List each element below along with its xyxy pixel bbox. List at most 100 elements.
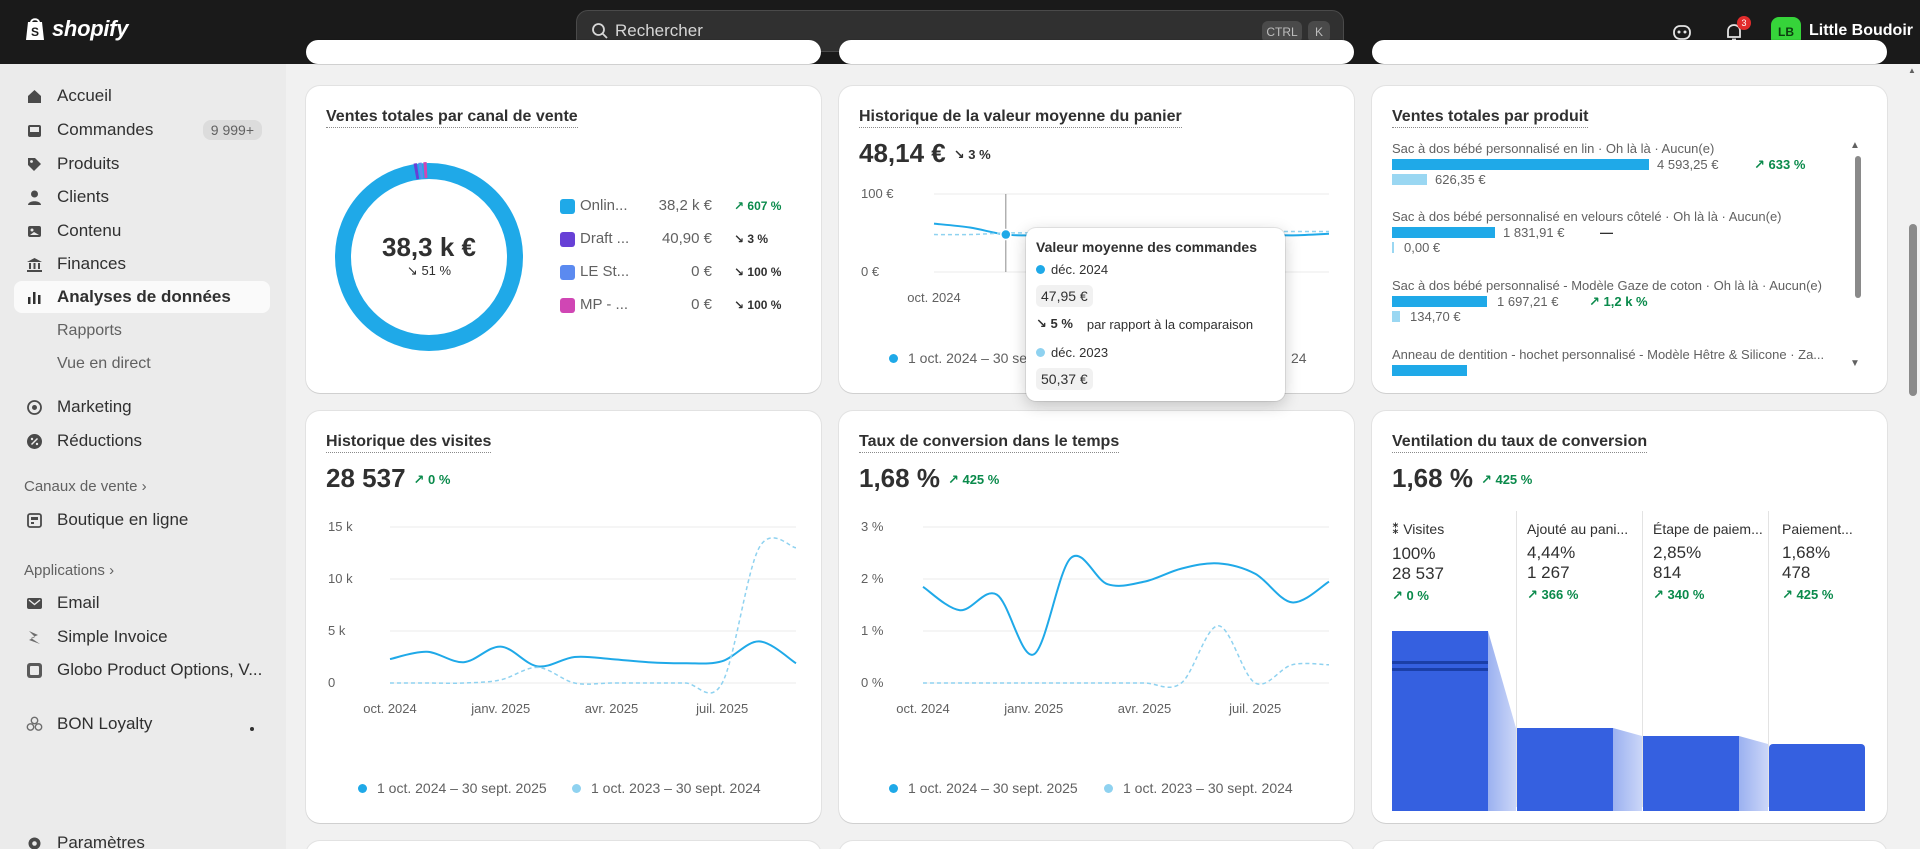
page-scrollbar-thumb[interactable] — [1909, 224, 1917, 396]
bell-icon[interactable] — [1720, 18, 1748, 46]
channel-row[interactable]: LE St... 0 € ↘ 100 % — [560, 263, 786, 283]
conversion-line-chart[interactable]: 3 % 2 % 1 % 0 % oct. 2024 janv. 2025 avr. 2025… — [839, 503, 1354, 763]
sidebar-item-email[interactable]: Email — [14, 587, 270, 619]
series-line-current — [922, 554, 1330, 656]
shopify-logo[interactable]: S shopify — [24, 16, 128, 42]
funnel-bar-checkout[interactable] — [1643, 736, 1739, 811]
card-title[interactable]: Ventilation du taux de conversion — [1392, 433, 1648, 453]
card-title[interactable]: Ventes totales par canal de vente — [326, 108, 578, 128]
sidebar-item-bon-loyalty[interactable]: BON Loyalty — [14, 708, 270, 740]
visits-step-icon: ⁑ — [1392, 521, 1400, 537]
x-tick-label: oct. 2024 — [896, 701, 950, 716]
funnel-bar-cart[interactable] — [1517, 728, 1613, 811]
list-item[interactable]: Anneau de dentition - hochet personnalis… — [1392, 347, 1840, 376]
product-list-scrollbar[interactable] — [1855, 156, 1861, 298]
funnel-step-cart[interactable]: Ajouté au pani... 4,44% 1 267 ↗ 366 % — [1527, 521, 1652, 603]
discount-icon — [27, 434, 42, 449]
legend-dot — [1104, 783, 1113, 793]
sidebar-item-home[interactable]: Accueil — [14, 80, 270, 112]
card-title[interactable]: Historique des visites — [326, 433, 492, 453]
legend-dot — [889, 783, 898, 793]
funnel-divider — [1768, 511, 1769, 807]
product-name: Sac à dos bébé personnalisé - Modèle Gaz… — [1392, 278, 1822, 293]
sidebar-item-analytics[interactable]: Analyses de données — [14, 281, 270, 313]
tooltip-previous-period: déc. 2023 — [1051, 345, 1109, 360]
scroll-up-arrow-icon[interactable]: ▲ — [1850, 140, 1860, 151]
shopify-bag-icon: S — [26, 18, 44, 40]
product-value-current: 4 593,25 € — [1657, 157, 1719, 172]
list-item[interactable]: Sac à dos bébé personnalisé en velours c… — [1392, 209, 1840, 255]
sidebar-item-settings[interactable]: Paramètres — [14, 827, 270, 849]
legend-dot — [572, 783, 581, 793]
y-tick-label: 0 — [328, 675, 335, 690]
sidebar-item-marketing[interactable]: Marketing — [14, 391, 270, 423]
series-line-previous — [923, 625, 1330, 688]
sidekick-icon[interactable] — [1668, 18, 1696, 46]
sidebar-subitem-reports[interactable]: Rapports — [57, 322, 122, 339]
funnel-step-percent: 100% — [1392, 544, 1436, 563]
home-icon — [28, 90, 41, 103]
card-stub — [839, 841, 1354, 849]
chevron-right-icon: › — [141, 478, 147, 495]
sidebar-item-online-store[interactable]: Boutique en ligne — [14, 504, 270, 536]
channel-delta: ↘ 100 % — [734, 265, 782, 279]
product-bar-previous — [1392, 242, 1394, 253]
kbd-ctrl: CTRL — [1262, 21, 1302, 43]
donut-slice-online[interactable] — [335, 163, 523, 351]
card-title[interactable]: Taux de conversion dans le temps — [859, 433, 1120, 453]
sidebar-item-orders[interactable]: Commandes 9 999+ — [14, 114, 270, 146]
scroll-down-arrow-icon[interactable]: ▼ — [1850, 358, 1860, 369]
x-tick-label: juil. 2025 — [695, 701, 748, 716]
funnel-bar-payment[interactable] — [1769, 744, 1865, 811]
series-line-current — [389, 640, 797, 668]
list-item[interactable]: Sac à dos bébé personnalisé en lin · Oh … — [1392, 141, 1840, 187]
funnel-step-checkout[interactable]: Étape de paiem... 2,85% 814 ↗ 340 % — [1653, 521, 1778, 603]
product-bar-previous — [1392, 311, 1400, 322]
sidebar-item-simple-invoice[interactable]: Simple Invoice — [14, 621, 270, 653]
person-icon — [28, 190, 41, 205]
sidebar-item-customers[interactable]: Clients — [14, 181, 270, 213]
product-name: Sac à dos bébé personnalisé en lin · Oh … — [1392, 141, 1715, 156]
sidebar-item-products[interactable]: Produits — [14, 148, 270, 180]
notification-badge: 3 — [1737, 16, 1751, 30]
y-tick-label: 1 % — [861, 623, 884, 638]
sales-channels-header[interactable]: Canaux de vente › — [24, 478, 147, 495]
sidebar-item-label: Contenu — [57, 221, 122, 240]
card-title[interactable]: Historique de la valeur moyenne du panie… — [859, 108, 1182, 128]
channel-value: 0 € — [691, 296, 712, 313]
funnel-bar-visits[interactable] — [1392, 631, 1488, 811]
sidebar-item-discounts[interactable]: Réductions — [14, 425, 270, 457]
arrow-down-icon: ↘ — [406, 263, 418, 278]
funnel-step-payment[interactable]: Paiement... 1,68% 478 ↗ 425 % — [1782, 521, 1877, 603]
funnel-step-count: 814 — [1653, 563, 1682, 582]
funnel-metric: 1,68 % — [1392, 463, 1473, 493]
donut-center-delta: ↘ 51 % — [332, 263, 526, 279]
sidebar-item-globo[interactable]: Globo Product Options, V... — [14, 654, 270, 686]
sidebar-item-finances[interactable]: Finances — [14, 248, 270, 280]
sidebar-subitem-live-view[interactable]: Vue en direct — [57, 355, 151, 372]
funnel-step-delta: ↗ 366 % — [1527, 587, 1579, 602]
visits-line-chart[interactable]: 15 k 10 k 5 k 0 oct. 2024 janv. 2025 avr. 2025… — [306, 503, 821, 763]
tooltip-current-label: déc. 2024 — [1036, 262, 1108, 277]
visits-legend-previous: 1 oct. 2023 – 30 sept. 2024 — [572, 780, 761, 796]
donut-slice-draft[interactable] — [413, 163, 420, 180]
scroll-up-arrow-icon[interactable]: ▲ — [1908, 66, 1916, 75]
funnel-step-percent: 2,85% — [1653, 543, 1702, 562]
conversion-metric: 1,68 % — [859, 463, 940, 493]
channel-row[interactable]: MP - ... 0 € ↘ 100 % — [560, 296, 786, 316]
product-value-previous: 0,00 € — [1404, 240, 1441, 255]
channel-row[interactable]: Draft ... 40,90 € ↘ 3 % — [560, 230, 786, 250]
card-title[interactable]: Ventes totales par produit — [1392, 108, 1589, 128]
sidebar-item-content[interactable]: Contenu — [14, 215, 270, 247]
legend-label: 1 oct. 2023 – 30 sept. 2024 — [591, 780, 761, 796]
list-item[interactable]: Sac à dos bébé personnalisé - Modèle Gaz… — [1392, 278, 1840, 324]
hover-point — [1000, 228, 1012, 241]
apps-header[interactable]: Applications › — [24, 562, 114, 579]
store-name[interactable]: Little Boudoir — [1809, 22, 1913, 39]
funnel-step-visits[interactable]: ⁑ Visites 100% 28 537 ↗ 0 % — [1392, 521, 1517, 604]
page-scrollbar[interactable]: ▲ — [1905, 64, 1920, 849]
channel-row[interactable]: Onlin... 38,2 k € ↗ 607 % — [560, 197, 786, 217]
card-stub — [1372, 40, 1887, 64]
legend-dot — [1036, 348, 1045, 357]
